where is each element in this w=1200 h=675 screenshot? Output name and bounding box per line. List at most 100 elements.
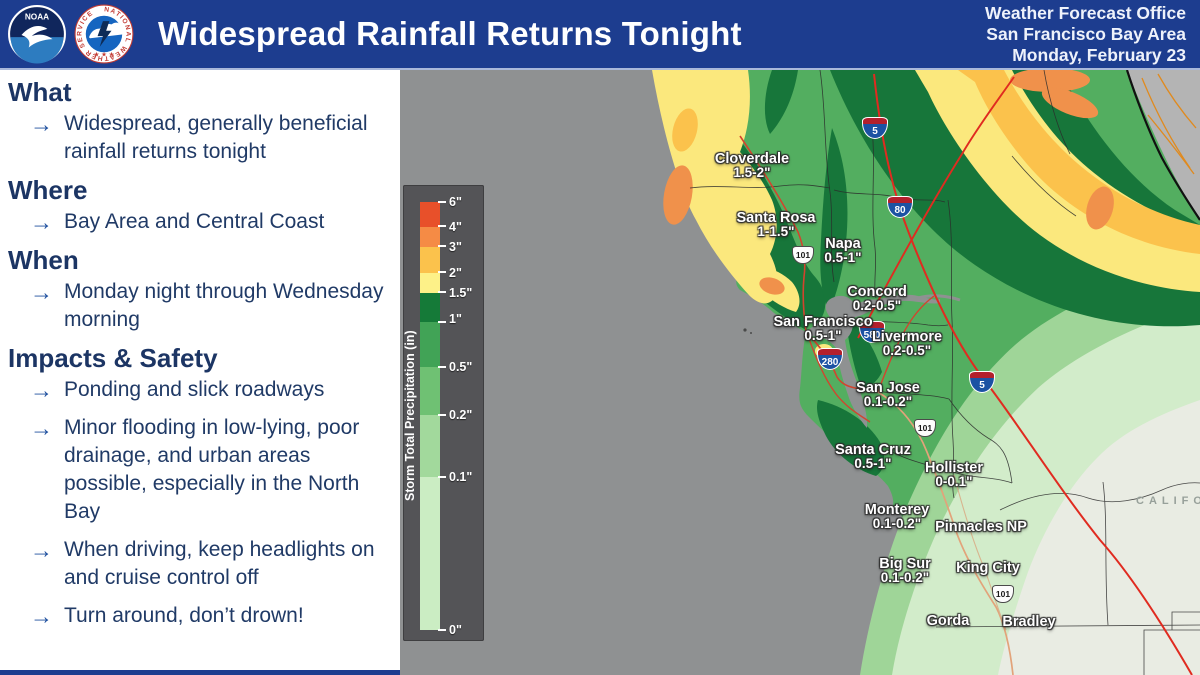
us-101-shield: 101 — [792, 246, 814, 264]
county-boundaries — [689, 70, 1200, 675]
legend-color-bar — [420, 202, 440, 630]
us-101-shield: 101 — [992, 585, 1014, 603]
header-bar: NOAA NATIONAL WEATHER SERVICE ★ ★ ★ Wide… — [0, 0, 1200, 70]
legend-tick-label: 2" — [449, 266, 462, 280]
bullet-item: → Turn around, don’t drown! — [30, 603, 304, 629]
noaa-logo: NOAA — [8, 5, 66, 64]
highway-680 — [877, 295, 935, 393]
road-minor — [1141, 77, 1191, 169]
precip-orange — [1086, 186, 1114, 230]
precip-dark-tongue — [764, 70, 798, 134]
legend-tick — [438, 414, 446, 416]
map-artwork — [652, 70, 1200, 675]
nws-logo: NATIONAL WEATHER SERVICE ★ ★ ★ — [74, 4, 134, 64]
sf-bay — [806, 294, 940, 428]
city-label-bradley: Bradley — [1002, 614, 1056, 630]
bullet-item: → Widespread, generally beneficial rainf… — [30, 110, 400, 166]
arrow-bullet-icon: → — [30, 537, 53, 563]
bullet-item: → Monday night through Wednesday morning — [30, 278, 400, 334]
road-minor — [1157, 73, 1197, 129]
road-minor — [1147, 114, 1195, 175]
arrow-bullet-icon: → — [30, 279, 53, 305]
precipitation-map: 5 80 580 280 5 101 101 101 Cloverdale 1.5… — [400, 70, 1200, 675]
legend-segment — [420, 273, 440, 293]
city-label-cloverdale: Cloverdale 1.5-2" — [714, 151, 790, 180]
section-heading-when: When — [8, 245, 79, 275]
legend-tick-label: 0.1" — [449, 470, 473, 484]
legend-tick-label: 0.2" — [449, 408, 473, 422]
precip-orange — [759, 277, 785, 295]
arrow-bullet-icon: → — [30, 111, 53, 137]
legend-tick — [438, 291, 446, 293]
farallon-islands — [750, 332, 752, 334]
precip-amber-coast — [672, 108, 698, 152]
info-panel: What → Widespread, generally beneficial … — [0, 70, 400, 675]
city-label-san-francisco: San Francisco 0.5-1" — [773, 314, 873, 343]
legend-segment — [420, 367, 440, 415]
section-heading-what: What — [8, 77, 72, 107]
panel-bottom-strip — [0, 670, 400, 675]
legend-tick-label: 4" — [449, 220, 462, 234]
city-label-napa: Napa 0.5-1" — [824, 236, 862, 265]
city-label-santa-cruz: Santa Cruz 0.5-1" — [835, 442, 911, 471]
highway-101-mid — [805, 331, 879, 393]
us-101-shield: 101 — [914, 419, 936, 437]
legend-tick — [438, 201, 446, 203]
city-label-santa-rosa: Santa Rosa 1-1.5" — [736, 210, 816, 239]
page-title: Widespread Rainfall Returns Tonight — [158, 15, 742, 52]
legend-tick — [438, 271, 446, 273]
legend-tick — [438, 321, 446, 323]
bullet-item: → Ponding and slick roadways — [30, 377, 325, 403]
delta-channels — [917, 294, 961, 302]
arrow-bullet-icon: → — [30, 415, 53, 441]
legend-tick-label: 1" — [449, 312, 462, 326]
precip-legend: Storm Total Precipitation (in) — [403, 185, 484, 641]
legend-tick-label: 0" — [449, 623, 462, 637]
legend-segment — [420, 202, 440, 227]
legend-tick — [438, 366, 446, 368]
lightning-bolt-icon — [97, 21, 112, 47]
outside-cwa-region — [1127, 70, 1200, 218]
precip-orange — [1010, 70, 1090, 92]
city-label-big-sur: Big Sur 0.1-0.2" — [879, 556, 931, 585]
legend-segment — [420, 477, 440, 630]
precip-amber-ne — [958, 70, 1200, 254]
section-heading-impacts: Impacts & Safety — [8, 343, 218, 373]
highway-25 — [953, 474, 1007, 631]
state-label-california: CALIFORNI — [1136, 495, 1200, 507]
legend-tick-label: 1.5" — [449, 286, 473, 300]
legend-segment — [420, 227, 440, 247]
bullet-item: → Minor flooding in low-lying, poor drai… — [30, 414, 400, 526]
city-label-san-jose: San Jose 0.1-0.2" — [856, 380, 920, 409]
precip-dark-santacruz — [816, 400, 885, 476]
arrow-bullet-icon: → — [30, 377, 53, 403]
city-label-hollister: Hollister 0-0.1" — [924, 460, 984, 489]
farallon-islands — [743, 328, 747, 332]
bullet-item: → Bay Area and Central Coast — [30, 209, 325, 235]
legend-tick — [438, 476, 446, 478]
highway-80 — [857, 76, 1015, 339]
legend-segment — [420, 322, 440, 367]
cwa-boundary — [1125, 70, 1200, 221]
arrow-bullet-icon: → — [30, 603, 53, 629]
noaa-logo-text: NOAA — [25, 13, 49, 22]
legend-tick-label: 0.5" — [449, 360, 473, 374]
legend-tick-label: 3" — [449, 240, 462, 254]
legend-tick-label: 6" — [449, 195, 462, 209]
city-label-pinnacles-np: Pinnacles NP — [935, 519, 1027, 535]
precip-dark-napa-band — [820, 128, 848, 312]
precip-dark-eastbay — [847, 322, 882, 388]
legend-segment — [420, 247, 440, 273]
interstate-5-shield: 5 — [969, 371, 995, 393]
city-label-gorda: Gorda — [926, 613, 970, 629]
precip-orange — [1041, 87, 1099, 119]
office-line: San Francisco Bay Area — [986, 23, 1186, 44]
legend-tick — [438, 225, 446, 227]
city-label-concord: Concord 0.2-0.5" — [847, 284, 907, 313]
precip-orange — [663, 165, 693, 225]
legend-segment — [420, 415, 440, 477]
legend-tick — [438, 245, 446, 247]
arrow-bullet-icon: → — [30, 209, 53, 235]
legend-tick — [438, 629, 446, 631]
